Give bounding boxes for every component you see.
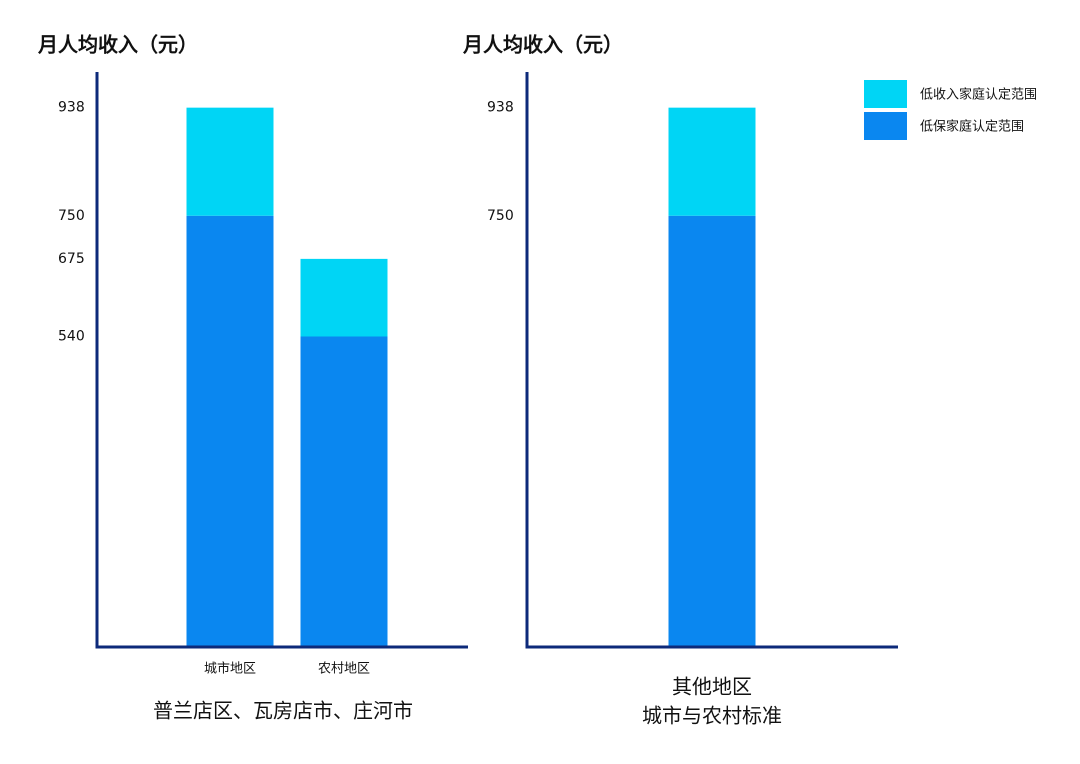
chart-title: 月人均收入（元） — [37, 33, 198, 57]
chart-title: 月人均收入（元） — [462, 33, 623, 57]
legend-label: 低收入家庭认定范围 — [920, 87, 1037, 103]
legend-label: 低保家庭认定范围 — [920, 119, 1024, 135]
y-tick-label: 750 — [58, 208, 85, 224]
bar-segment — [186, 215, 274, 647]
x-axis-label: 其他地区 — [672, 675, 752, 699]
legend-swatch — [864, 80, 907, 108]
y-tick-label: 938 — [487, 100, 514, 116]
x-tick-label: 农村地区 — [318, 662, 370, 677]
y-tick-label: 675 — [58, 251, 85, 267]
x-tick-label: 城市地区 — [204, 661, 256, 677]
bar-segment — [300, 336, 388, 647]
y-tick-label: 750 — [487, 208, 514, 224]
bar-segment — [186, 107, 274, 216]
legend-swatch — [864, 112, 907, 140]
y-tick-label: 938 — [58, 100, 85, 116]
x-axis-label: 城市与农村标准 — [642, 704, 782, 728]
y-tick-label: 540 — [58, 329, 85, 345]
bar-segment — [668, 107, 756, 216]
x-axis-label: 普兰店区、瓦房店市、庄河市 — [153, 699, 413, 723]
bar-segment — [668, 215, 756, 647]
bar-segment — [300, 258, 388, 337]
